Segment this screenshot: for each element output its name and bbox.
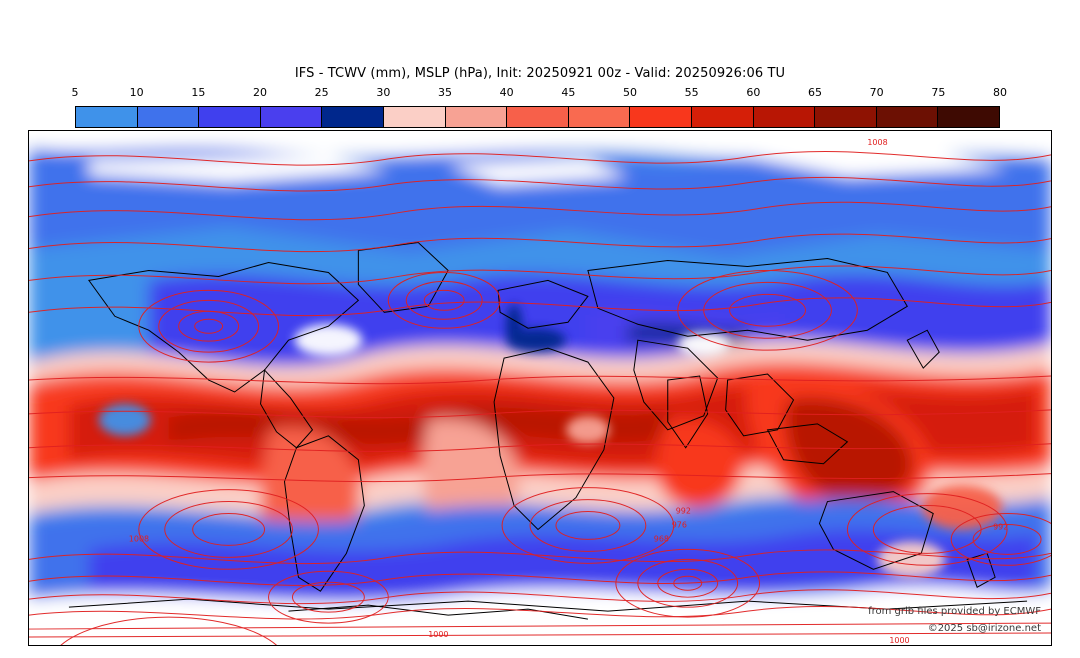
- colorbar-band-5-10: [76, 107, 138, 127]
- isobar-layer: 1008 1008 1000 992 976 968 1000 992: [29, 131, 1051, 645]
- colorbar-band-35-40: [445, 107, 508, 127]
- isobar-label: 1008: [129, 534, 149, 543]
- colorbar-band-40-45: [507, 107, 569, 127]
- colorbar-tick-labels: 5 10 15 20 25 30 35 40 45 50 55 60 65 70 75 80: [71, 86, 1008, 104]
- isobar-label: 992: [993, 522, 1008, 531]
- colorbar-band-25-30: [322, 107, 384, 127]
- isobar-label: 968: [654, 534, 669, 543]
- colorbar-band-45-50: [568, 107, 631, 127]
- colorbar-tick-75: 75: [931, 86, 946, 99]
- map-field-layer: [29, 131, 1051, 645]
- colorbar-tick-45: 45: [561, 86, 576, 99]
- colorbar-tick-10: 10: [129, 86, 144, 99]
- tcwv-shading: [29, 131, 1051, 645]
- isobar-label: 1000: [889, 636, 909, 645]
- isobar-label: 976: [672, 520, 687, 529]
- colorbar-tick-60: 60: [746, 86, 761, 99]
- colorbar-tick-30: 30: [376, 86, 391, 99]
- colorbar-tick-50: 50: [623, 86, 637, 99]
- colorbar-tick-5: 5: [71, 86, 79, 99]
- colorbar-gradient: [75, 106, 1000, 128]
- map-canvas[interactable]: 1008 1008 1000 992 976 968 1000 992 from…: [28, 130, 1052, 646]
- colorbar-tick-40: 40: [499, 86, 514, 99]
- colorbar: 5 10 15 20 25 30 35 40 45 50 55 60 65 70 75 80: [71, 86, 1008, 130]
- mslp-contours: 1008 1008 1000 992 976 968 1000 992: [29, 138, 1051, 645]
- isobar-label: 1000: [428, 630, 448, 639]
- colorbar-band-15-20: [199, 107, 261, 127]
- data-source-attribution: from grib files provided by ECMWF: [868, 606, 1041, 617]
- colorbar-band-75-80: [938, 107, 999, 127]
- isobar-label: 992: [676, 507, 691, 516]
- colorbar-band-70-75: [876, 107, 939, 127]
- colorbar-band-20-25: [260, 107, 323, 127]
- colorbar-band-65-70: [815, 107, 877, 127]
- page-title: IFS - TCWV (mm), MSLP (hPa), Init: 20250…: [294, 66, 786, 81]
- colorbar-tick-70: 70: [869, 86, 884, 99]
- isobar-label: 1008: [867, 138, 887, 147]
- colorbar-tick-55: 55: [684, 86, 699, 99]
- colorbar-band-60-65: [753, 107, 816, 127]
- colorbar-band-10-15: [137, 107, 200, 127]
- colorbar-band-30-35: [383, 107, 446, 127]
- colorbar-band-55-60: [691, 107, 754, 127]
- colorbar-tick-65: 65: [808, 86, 822, 99]
- colorbar-tick-80: 80: [993, 86, 1007, 99]
- isobar-label-group: 1008 1008 1000 992 976 968 1000 992: [129, 138, 1009, 645]
- colorbar-tick-25: 25: [314, 86, 329, 99]
- copyright-notice: ©2025 sb@irizone.net: [927, 623, 1041, 634]
- colorbar-tick-20: 20: [253, 86, 267, 99]
- colorbar-tick-35: 35: [438, 86, 452, 99]
- colorbar-band-50-55: [630, 107, 692, 127]
- colorbar-tick-15: 15: [191, 86, 206, 99]
